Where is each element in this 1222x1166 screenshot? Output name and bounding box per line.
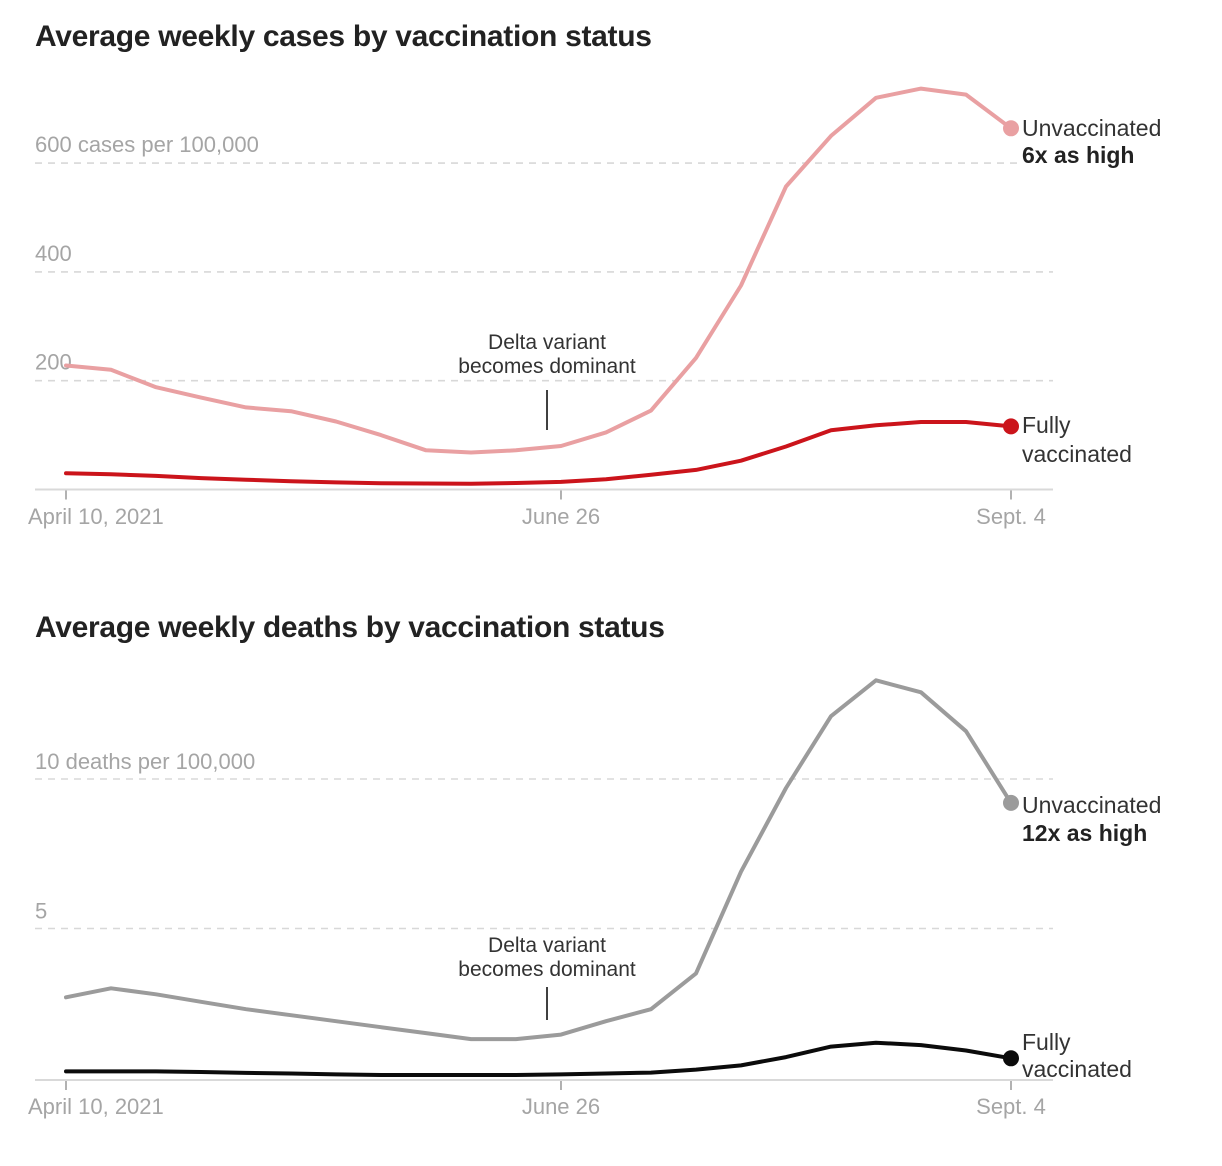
series-label-fully-vaccinated: vaccinated (1022, 1056, 1132, 1082)
deaths-line-chart: 10 deaths per 100,000 5 April 10, 2021 June… (28, 678, 1161, 1119)
series-label-unvaccinated: Unvaccinated (1022, 792, 1161, 818)
x-tick-label-0: April 10, 2021 (28, 504, 164, 529)
series-label-bold-unvaccinated: 6x as high (1022, 142, 1134, 168)
cases-line-chart: 600 cases per 100,000 400 200 April 10, 202… (28, 86, 1161, 529)
x-tick-label-1: June 26 (522, 504, 600, 529)
gridline-label-200: 200 (35, 350, 72, 375)
cases-chart-title: Average weekly cases by vaccination stat… (35, 20, 652, 53)
annotation-text-line-0: Delta variant (488, 331, 606, 354)
gridline-label-400: 400 (35, 241, 72, 266)
annotation-text-line-1: becomes dominant (458, 355, 636, 378)
series-line-unvaccinated (64, 678, 1013, 1042)
series-end-dot-unvaccinated (1003, 120, 1019, 137)
series-label-fully-vaccinated: Fully (1022, 412, 1071, 438)
gridline-label-5: 5 (35, 899, 47, 924)
x-tick-label-1: June 26 (522, 1094, 600, 1119)
series-end-dot-fully-vaccinated (1003, 1050, 1019, 1067)
series-line-unvaccinated (64, 86, 1013, 455)
annotation-text-line-1: becomes dominant (458, 958, 636, 981)
x-tick-label-2: Sept. 4 (976, 1094, 1046, 1119)
series-line-fully-vaccinated (64, 1040, 1013, 1077)
gridline-label-10: 10 deaths per 100,000 (35, 749, 255, 774)
series-end-dot-fully-vaccinated (1003, 418, 1019, 435)
series-line-fully-vaccinated (64, 420, 1013, 486)
series-end-dot-unvaccinated (1003, 794, 1019, 811)
gridline-label-600: 600 cases per 100,000 (35, 132, 259, 157)
series-label-fully-vaccinated: Fully (1022, 1029, 1071, 1055)
series-label-unvaccinated: Unvaccinated (1022, 115, 1161, 141)
series-label-fully-vaccinated: vaccinated (1022, 441, 1132, 467)
deaths-chart-title: Average weekly deaths by vaccination sta… (35, 611, 665, 644)
annotation-text-line-0: Delta variant (488, 934, 606, 957)
x-tick-label-2: Sept. 4 (976, 504, 1046, 529)
series-label-bold-unvaccinated: 12x as high (1022, 820, 1147, 846)
x-tick-label-0: April 10, 2021 (28, 1094, 164, 1119)
